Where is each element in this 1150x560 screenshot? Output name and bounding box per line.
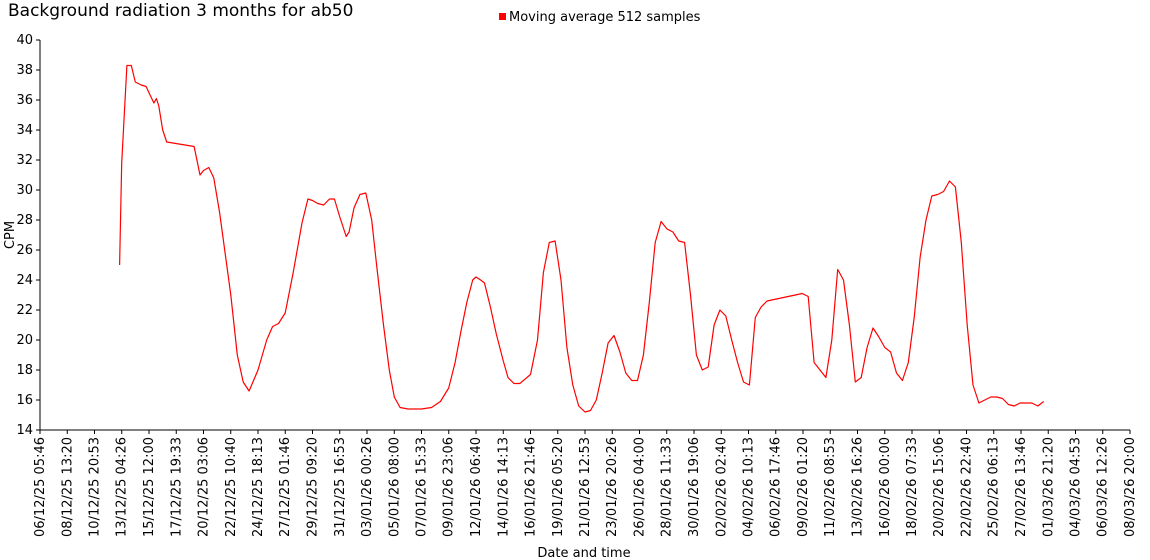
y-axis: 14 16 18 20 22 24 26 28 30 32 34 36 38 40 [16, 33, 41, 438]
x-tick-label: 13/02/26 16:26 [850, 437, 865, 537]
legend: Moving average 512 samples [499, 10, 701, 25]
legend-label: Moving average 512 samples [509, 10, 701, 25]
y-tick-label: 14 [16, 423, 33, 438]
x-tick-label: 08/12/25 13:20 [60, 437, 75, 537]
y-tick-label: 28 [16, 213, 33, 228]
y-tick-label: 20 [16, 333, 33, 348]
x-tick-label: 31/12/25 16:53 [333, 437, 348, 537]
x-tick-label: 12/01/26 06:40 [469, 437, 484, 537]
x-tick-label: 14/01/26 14:13 [496, 437, 511, 537]
y-tick-label: 38 [16, 63, 33, 78]
x-tick-label: 01/03/26 21:20 [1041, 437, 1056, 537]
x-tick-label: 11/02/26 08:53 [823, 437, 838, 537]
x-tick-label: 20/12/25 03:06 [196, 437, 211, 537]
x-tick-label: 10/12/25 20:53 [88, 437, 103, 537]
x-tick-label: 24/12/25 18:13 [251, 437, 266, 537]
x-tick-label: 16/01/26 21:46 [523, 437, 538, 537]
x-tick-label: 08/03/26 20:00 [1123, 437, 1138, 537]
y-tick-label: 18 [16, 363, 33, 378]
x-tick-label: 22/12/25 10:40 [224, 437, 239, 537]
x-tick-label: 20/02/26 15:06 [932, 437, 947, 537]
y-axis-label: CPM [3, 221, 18, 249]
x-tick-label: 22/02/26 22:40 [960, 437, 975, 537]
x-axis: 06/12/25 05:46 08/12/25 13:20 10/12/25 20:… [33, 429, 1138, 537]
x-tick-label: 25/02/26 06:13 [987, 437, 1002, 537]
x-tick-label: 04/02/26 10:13 [741, 437, 756, 537]
x-tick-label: 09/02/26 01:20 [796, 437, 811, 537]
y-tick-label: 40 [16, 33, 33, 48]
y-tick-label: 16 [16, 393, 33, 408]
x-tick-label: 26/01/26 04:00 [633, 437, 648, 537]
y-tick-label: 32 [16, 153, 33, 168]
x-tick-label: 13/12/25 04:26 [115, 437, 130, 537]
x-tick-label: 23/01/26 20:26 [605, 437, 620, 537]
y-tick-label: 36 [16, 93, 33, 108]
x-tick-label: 02/02/26 02:40 [714, 437, 729, 537]
y-tick-label: 30 [16, 183, 33, 198]
x-tick-label: 29/12/25 09:20 [306, 437, 321, 537]
x-tick-label: 06/02/26 17:46 [769, 437, 784, 537]
x-axis-label: Date and time [537, 546, 630, 560]
x-tick-label: 17/12/25 19:33 [169, 437, 184, 537]
plot-area [119, 64, 1045, 413]
y-tick-label: 34 [16, 123, 33, 138]
x-tick-label: 06/12/25 05:46 [33, 437, 48, 537]
chart-title: Background radiation 3 months for ab50 [8, 1, 353, 21]
x-tick-label: 06/03/26 12:26 [1096, 437, 1111, 537]
x-tick-label: 18/02/26 07:33 [905, 437, 920, 537]
x-tick-label: 30/01/26 19:06 [687, 437, 702, 537]
y-tick-label: 22 [16, 303, 33, 318]
x-tick-label: 27/02/26 13:46 [1014, 437, 1029, 537]
x-tick-label: 07/01/26 15:33 [415, 437, 430, 537]
x-tick-label: 19/01/26 05:20 [551, 437, 566, 537]
x-tick-label: 21/01/26 12:53 [578, 437, 593, 537]
x-tick-label: 27/12/25 01:46 [278, 437, 293, 537]
x-tick-label: 16/02/26 00:00 [878, 437, 893, 537]
x-tick-label: 03/01/26 00:26 [360, 437, 375, 537]
x-tick-label: 04/03/26 04:53 [1068, 437, 1083, 537]
x-tick-label: 09/01/26 23:06 [442, 437, 457, 537]
series-line-moving-average [119, 64, 1045, 413]
x-tick-label: 28/01/26 11:33 [660, 437, 675, 537]
x-tick-label: 15/12/25 12:00 [142, 437, 157, 537]
y-tick-label: 24 [16, 273, 33, 288]
legend-swatch [499, 13, 506, 20]
x-tick-label: 05/01/26 08:00 [387, 437, 402, 537]
y-tick-label: 26 [16, 243, 33, 258]
